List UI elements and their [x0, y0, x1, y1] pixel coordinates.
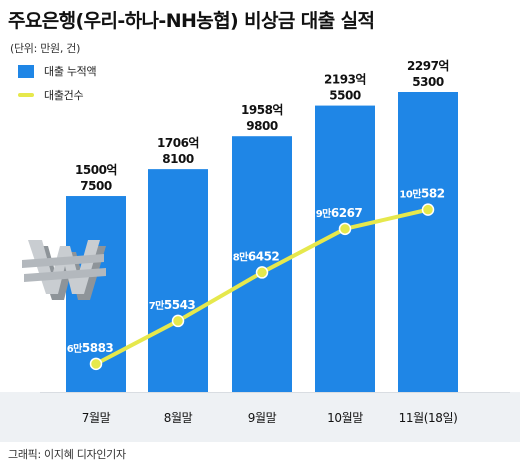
bar-value-label-top-4: 2297억 — [407, 59, 449, 73]
category-axis-band — [0, 392, 520, 442]
bar-value-label-top-1: 1706억 — [157, 136, 199, 150]
count-label-rest-1: 5543 — [164, 298, 196, 312]
count-point-4 — [421, 203, 435, 216]
won-symbol-bar-upper — [22, 254, 104, 268]
count-point-2 — [255, 266, 269, 279]
category-label-4: 11월(18일) — [399, 411, 458, 425]
bar-2 — [232, 136, 292, 392]
legend-item-count: 대출건수 — [18, 86, 96, 104]
unit-note: (단위: 만원, 건) — [10, 42, 81, 55]
bar-value-label-bottom-1: 8100 — [162, 152, 194, 166]
count-label-man-3: 9만 — [316, 207, 332, 220]
bar-value-label-top-2: 1958억 — [241, 103, 283, 117]
count-label-0: 6만5883 — [67, 341, 114, 355]
chart-baseline — [40, 392, 510, 393]
count-point-1 — [171, 314, 185, 328]
count-label-1: 7만5543 — [149, 298, 196, 312]
count-point-0 — [89, 357, 103, 371]
count-label-4: 10만582 — [399, 187, 444, 201]
won-symbol-face — [28, 240, 100, 294]
count-label-man-0: 6만 — [67, 342, 83, 355]
bar-value-label-bottom-2: 9800 — [246, 119, 278, 133]
legend: 대출 누적액 대출건수 — [18, 62, 97, 110]
count-point-3 — [338, 222, 352, 236]
count-label-rest-4: 582 — [421, 187, 445, 201]
won-symbol-icon — [22, 240, 106, 300]
category-label-3: 10월말 — [327, 411, 363, 425]
count-label-rest-3: 6267 — [331, 206, 363, 220]
source-credit: 그래픽: 이지혜 디자인기자 — [8, 448, 126, 461]
bar-value-label-bottom-0: 7500 — [80, 179, 112, 193]
legend-label-amount: 대출 누적액 — [44, 65, 97, 78]
bar-4 — [398, 92, 458, 392]
bar-value-label-bottom-4: 5300 — [412, 75, 444, 89]
legend-bar-swatch — [18, 64, 34, 78]
chart-title: 주요은행(우리-하나-NH농협) 비상금 대출 실적 — [8, 10, 375, 32]
category-label-0: 7월말 — [82, 411, 111, 425]
bar-3 — [315, 105, 375, 393]
won-symbol-bar-lower — [24, 268, 106, 282]
legend-line-swatch — [18, 93, 34, 97]
legend-item-amount: 대출 누적액 — [18, 62, 97, 80]
count-label-2: 8만6452 — [233, 249, 280, 263]
count-label-3: 9만6267 — [316, 206, 363, 220]
count-label-rest-0: 5883 — [82, 341, 114, 355]
bar-value-label-top-0: 1500억 — [75, 163, 117, 177]
count-label-man-4: 10만 — [399, 188, 422, 201]
category-label-2: 9월말 — [248, 411, 277, 425]
legend-label-count: 대출건수 — [44, 89, 84, 102]
count-label-rest-2: 6452 — [248, 249, 280, 263]
bar-value-label-bottom-3: 5500 — [329, 89, 361, 103]
count-label-man-1: 7만 — [149, 299, 165, 312]
category-label-1: 8월말 — [164, 411, 193, 425]
bar-value-label-top-3: 2193억 — [324, 73, 366, 87]
bar-1 — [148, 169, 208, 392]
count-label-man-2: 8만 — [233, 250, 249, 263]
